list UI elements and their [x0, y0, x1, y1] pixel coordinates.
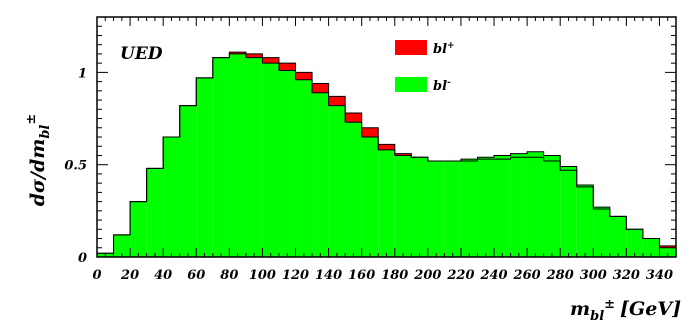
- x-tick-label: 160: [348, 268, 375, 283]
- bar-bl-plus-excess: [394, 153, 412, 156]
- bar-bl-plus-excess: [659, 245, 676, 248]
- x-tick-label: 100: [249, 268, 276, 283]
- y-axis-label-main: dσ/dm: [27, 139, 49, 207]
- bar-bl-plus-excess: [262, 57, 279, 64]
- legend-bl-plus-name: bl: [433, 42, 447, 57]
- x-tick-label: 0: [92, 268, 101, 283]
- bar-bl-minus: [113, 234, 131, 257]
- bar-bl-minus: [609, 216, 627, 257]
- x-tick-label: 340: [646, 268, 673, 283]
- bar-bl-minus: [543, 155, 561, 257]
- y-tick-label: 0: [78, 251, 87, 266]
- bar-bl-minus: [278, 70, 296, 258]
- x-tick-label: 300: [580, 268, 607, 283]
- bar-bl-minus: [444, 161, 461, 257]
- series-bl-minus-bars: [97, 53, 676, 258]
- bar-bl-minus: [312, 92, 329, 257]
- bar-bl-plus-excess: [295, 72, 313, 80]
- bar-bl-minus: [345, 122, 362, 257]
- bar-bl-minus: [163, 137, 180, 257]
- x-tick-label: 80: [220, 268, 238, 283]
- bar-bl-minus: [262, 63, 279, 258]
- x-tick-label: 220: [446, 268, 474, 283]
- bar-bl-minus: [560, 166, 577, 257]
- legend-bl-minus-name: bl: [433, 79, 447, 94]
- y-axis-label-sub: bl: [38, 125, 53, 139]
- legend-label-bl-minus: bl-: [433, 78, 451, 94]
- bar-bl-minus: [642, 238, 660, 257]
- bar-bl-minus: [427, 161, 445, 257]
- bar-bl-minus: [477, 157, 495, 257]
- x-tick-label: 140: [315, 268, 342, 283]
- bar-bl-plus-excess: [312, 83, 329, 93]
- bar-bl-minus: [460, 159, 478, 257]
- bar-bl-plus-excess: [361, 127, 379, 137]
- x-axis-label-main: m: [570, 298, 590, 320]
- legend-label-bl-plus: bl+: [433, 41, 455, 57]
- histogram-outline-bl-minus: [96, 53, 676, 257]
- legend-swatch-bl-plus: [395, 40, 427, 55]
- bar-bl-minus: [146, 168, 164, 257]
- x-tick-label: 320: [613, 268, 640, 283]
- bar-bl-minus: [212, 57, 230, 257]
- bar-bl-minus: [328, 105, 346, 257]
- x-tick-label: 20: [120, 268, 139, 283]
- x-axis-label: mbl± [GeV]: [570, 297, 681, 324]
- x-tick-label: 240: [479, 268, 507, 283]
- x-axis-label-sup: ±: [604, 297, 615, 312]
- bar-bl-minus: [626, 229, 643, 257]
- histogram-outline: [96, 51, 676, 257]
- bar-bl-minus: [527, 151, 544, 257]
- legend-swatch-bl-minus: [395, 77, 427, 92]
- y-tick-label: 1: [78, 66, 87, 81]
- bar-bl-minus: [411, 157, 428, 257]
- y-tick-label: 0.5: [64, 159, 87, 174]
- x-tick-label: 60: [187, 268, 205, 283]
- y-axis-label: dσ/dmbl±: [24, 114, 53, 207]
- x-tick-label: 180: [381, 268, 408, 283]
- bar-bl-minus: [378, 149, 395, 257]
- bar-bl-minus: [659, 247, 676, 257]
- ued-annotation: UED: [120, 44, 163, 64]
- bar-bl-minus: [494, 155, 511, 257]
- bar-bl-plus-excess: [278, 63, 296, 71]
- x-tick-label: 40: [154, 268, 172, 283]
- bar-bl-plus-excess: [378, 144, 395, 150]
- axis-ticks: [96, 16, 677, 258]
- x-tick-label: 280: [546, 268, 574, 283]
- bar-bl-plus-excess: [328, 96, 346, 106]
- bar-bl-plus-excess: [245, 53, 263, 58]
- series-bl-plus-bars: [229, 52, 676, 248]
- bar-bl-minus: [361, 137, 379, 257]
- x-tick-label: 120: [282, 268, 309, 283]
- x-tick-label: 200: [413, 268, 441, 283]
- bar-bl-minus: [229, 53, 246, 257]
- bar-bl-minus: [196, 77, 213, 257]
- bar-bl-plus-excess: [229, 52, 246, 54]
- legend-bl-plus-sup: +: [447, 41, 455, 51]
- bar-bl-minus: [295, 79, 313, 258]
- y-axis-label-sup: ±: [24, 114, 39, 125]
- legend-bl-minus-sup: -: [447, 78, 451, 88]
- x-axis-label-sub: bl: [590, 309, 604, 324]
- bar-bl-minus: [130, 201, 147, 257]
- bar-bl-minus: [576, 185, 594, 257]
- bar-bl-minus: [593, 207, 610, 257]
- y-tick-labels: 00.51: [64, 66, 87, 266]
- bar-bl-minus: [179, 105, 197, 257]
- bar-bl-minus: [245, 57, 263, 257]
- bar-bl-plus-excess: [345, 113, 362, 123]
- x-tick-label: 260: [513, 268, 541, 283]
- bar-bl-minus: [394, 155, 412, 257]
- bar-bl-minus: [510, 153, 528, 257]
- x-axis-label-unit: [GeV]: [620, 298, 681, 320]
- x-tick-labels: 0 20 40 60 80 100 120 140 160 180 200 220 240 260 280 3…: [92, 268, 673, 283]
